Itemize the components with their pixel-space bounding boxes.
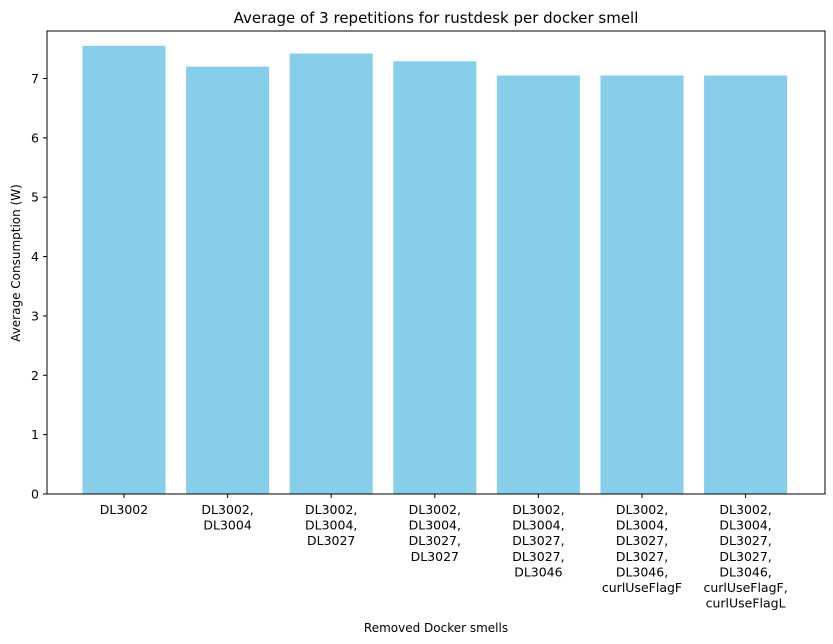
x-tick-label-5: DL3002, DL3004, DL3027, DL3027, DL3046 xyxy=(512,502,564,579)
bar-7 xyxy=(704,75,788,495)
y-ticks: 0 1 2 3 4 5 6 7 xyxy=(31,71,47,502)
x-ticks: DL3002 DL3002, DL3004 DL3002, DL3004, DL3027 D… xyxy=(100,494,788,611)
x-tick-label-3: DL3002, DL3004, DL3027 xyxy=(305,502,357,548)
y-tick-label-6: 6 xyxy=(31,130,39,145)
x-tick-label-4: DL3002, DL3004, DL3027, DL3027 xyxy=(409,502,461,564)
y-tick-label-4: 4 xyxy=(31,249,39,264)
bars-group xyxy=(82,45,788,495)
bar-6 xyxy=(600,75,684,495)
y-tick-label-5: 5 xyxy=(31,190,39,205)
x-tick-label-6: DL3002, DL3004, DL3027, DL3027, DL3046, curlU… xyxy=(602,502,682,595)
bar-1 xyxy=(82,45,166,494)
chart-title: Average of 3 repetitions for rustdesk pe… xyxy=(234,9,639,27)
y-tick-label-0: 0 xyxy=(31,487,39,502)
x-axis-label: Removed Docker smells xyxy=(364,621,508,635)
bar-5 xyxy=(496,75,580,495)
x-tick-label-2: DL3002, DL3004 xyxy=(201,502,253,533)
bar-2 xyxy=(186,66,270,494)
y-tick-label-1: 1 xyxy=(31,427,39,442)
y-tick-label-3: 3 xyxy=(31,308,39,323)
x-tick-label-1: DL3002 xyxy=(100,502,148,517)
x-tick-label-7: DL3002, DL3004, DL3027, DL3027, DL3046, curlU… xyxy=(704,502,788,611)
plot-frame xyxy=(46,30,826,495)
y-axis-label: Average Consumption (W) xyxy=(9,184,23,342)
bar-3 xyxy=(289,53,373,495)
y-tick-label-2: 2 xyxy=(31,368,39,383)
y-tick-label-7: 7 xyxy=(31,71,39,86)
bar-4 xyxy=(393,61,477,495)
